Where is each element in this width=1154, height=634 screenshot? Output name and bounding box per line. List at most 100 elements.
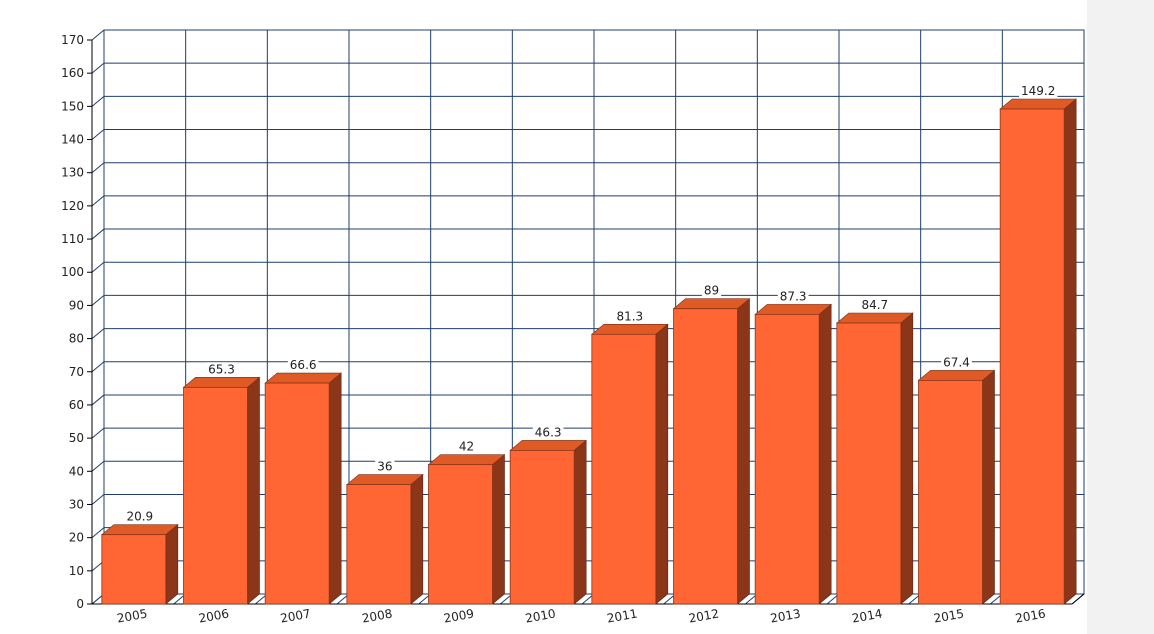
bar-side xyxy=(573,439,587,605)
side-gridline xyxy=(91,527,105,539)
x-tick-label: 2016 xyxy=(1014,607,1047,626)
bar-top xyxy=(836,312,914,324)
data-label: 65.3 xyxy=(208,362,235,376)
x-tick-label: 2008 xyxy=(361,607,394,626)
y-tick-label: 20 xyxy=(69,531,84,545)
bar-2013 xyxy=(754,303,832,605)
bar-front xyxy=(754,313,820,605)
y-tick-label: 150 xyxy=(61,99,84,113)
bar-chart: 0 10 20 30 40 50 60 70 80 90 100 110 120 130 140 150 160… xyxy=(61,29,1085,626)
data-label: 87.3 xyxy=(780,289,807,303)
data-label-bg xyxy=(859,297,891,312)
y-tick-label: 170 xyxy=(61,33,84,47)
bar-2007 xyxy=(264,372,342,605)
side-gridline xyxy=(91,261,105,273)
bar-side xyxy=(1063,98,1077,605)
bar-front xyxy=(836,322,902,605)
bar-side xyxy=(165,524,179,605)
bar-top xyxy=(264,372,342,384)
bar-side xyxy=(982,369,995,605)
bar-front xyxy=(673,308,738,605)
bar-2015 xyxy=(917,369,996,605)
y-tick-label: 130 xyxy=(61,166,84,180)
bar-side xyxy=(737,298,750,605)
x-tick-label: 2013 xyxy=(769,607,802,626)
data-label-bg xyxy=(1018,84,1058,99)
side-gridline xyxy=(91,328,105,339)
data-label: 81.3 xyxy=(616,309,643,323)
data-label-bg xyxy=(206,362,237,377)
side-gridline xyxy=(91,460,105,472)
bar-top xyxy=(346,474,424,485)
bar-2005 xyxy=(101,524,179,605)
bar-front xyxy=(428,464,493,605)
bar-top xyxy=(509,440,587,451)
bar-top xyxy=(917,370,996,381)
y-tick-label: 120 xyxy=(61,199,84,213)
x-tick-label: 2012 xyxy=(688,607,721,626)
side-gridline xyxy=(91,394,105,406)
bar-top xyxy=(182,377,261,388)
y-tick-label: 100 xyxy=(61,265,84,279)
right-sidebar-panel xyxy=(1087,0,1154,634)
bar-2014 xyxy=(836,312,914,605)
bar-top xyxy=(591,323,669,335)
side-gridline xyxy=(91,427,105,439)
y-tick-label: 140 xyxy=(61,133,84,147)
x-tick-label: 2005 xyxy=(116,607,149,626)
data-label-bg xyxy=(287,358,319,373)
side-gridline xyxy=(91,295,105,306)
bar-front xyxy=(591,333,657,605)
data-label-bg xyxy=(375,459,395,474)
bar-front xyxy=(264,382,330,605)
bar-top xyxy=(427,454,506,465)
x-tick-label: 2015 xyxy=(933,607,966,626)
bar-front xyxy=(999,108,1065,605)
data-label: 84.7 xyxy=(861,298,888,312)
side-gridline xyxy=(91,162,105,174)
bar-front xyxy=(183,386,248,605)
bar-front xyxy=(918,379,983,605)
data-label-bg xyxy=(777,289,809,304)
bars xyxy=(101,98,1077,605)
bar-2011 xyxy=(591,323,669,605)
y-tick-label: 60 xyxy=(69,398,84,412)
bar-2008 xyxy=(346,473,424,605)
side-gridline xyxy=(91,129,105,140)
data-label: 89 xyxy=(704,284,719,298)
side-gridline xyxy=(91,494,105,505)
bar-2009 xyxy=(427,454,506,605)
bar-side xyxy=(818,303,832,605)
bar-2010 xyxy=(509,439,587,605)
x-tick-label: 2006 xyxy=(198,607,231,626)
bar-top xyxy=(101,524,179,535)
data-label: 36 xyxy=(377,460,392,474)
y-tick-label: 30 xyxy=(69,497,84,511)
bar-side xyxy=(655,323,669,605)
bar-side xyxy=(492,454,505,605)
y-tick-label: 0 xyxy=(76,597,84,611)
data-label-bg xyxy=(124,509,156,524)
y-tick-label: 160 xyxy=(61,66,84,80)
data-label-bg xyxy=(941,355,972,370)
bar-top xyxy=(672,298,751,310)
bar-front xyxy=(509,449,575,605)
bar-2012 xyxy=(672,298,751,605)
y-tick-label: 110 xyxy=(61,232,84,246)
bar-side xyxy=(410,473,424,605)
bar-top xyxy=(999,98,1077,110)
data-label-bg xyxy=(701,283,722,298)
data-label: 66.6 xyxy=(290,358,317,372)
bar-2016 xyxy=(999,98,1077,605)
y-tick-label: 80 xyxy=(69,332,84,346)
x-tick-label: 2009 xyxy=(443,607,476,626)
data-label-bg xyxy=(532,425,564,440)
y-tick-label: 70 xyxy=(69,365,84,379)
x-tick-label: 2011 xyxy=(606,607,639,626)
floor-edge xyxy=(1071,593,1085,605)
labels: 0 10 20 30 40 50 60 70 80 90 100 110 120 130 140 150 160… xyxy=(61,33,1058,626)
side-gridline xyxy=(91,95,105,107)
side-gridline xyxy=(91,361,105,373)
data-label: 67.4 xyxy=(943,355,970,369)
y-tick-label: 10 xyxy=(69,564,84,578)
